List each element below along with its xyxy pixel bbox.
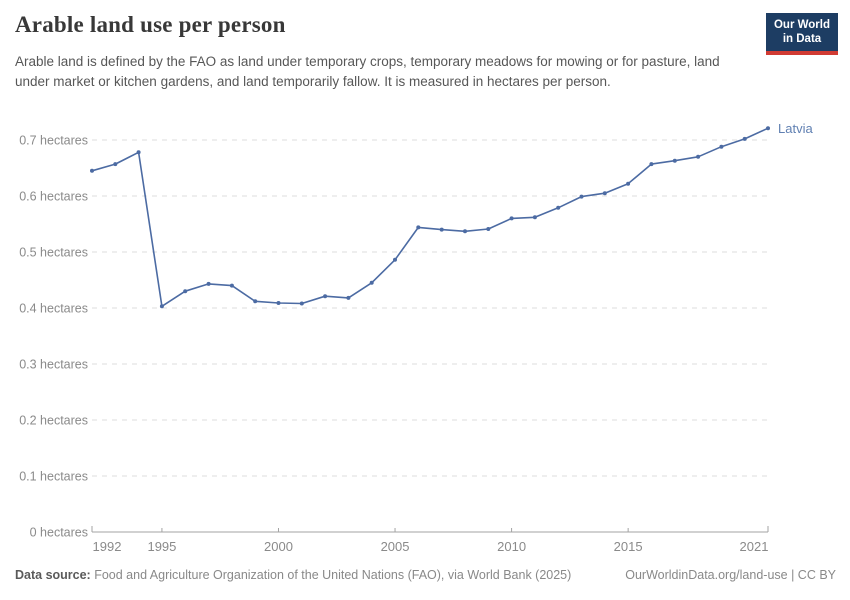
x-axis-tick-label: 1992: [93, 539, 122, 554]
data-point[interactable]: [323, 294, 328, 299]
data-point[interactable]: [346, 295, 351, 300]
data-point[interactable]: [113, 162, 118, 167]
owid-logo[interactable]: Our World in Data: [766, 13, 838, 55]
x-axis-tick-label: 2005: [381, 539, 410, 554]
data-point[interactable]: [556, 205, 561, 210]
data-point[interactable]: [509, 216, 514, 221]
y-axis-tick-label: 0.2 hectares: [19, 414, 88, 428]
data-point[interactable]: [486, 227, 491, 231]
data-point[interactable]: [90, 168, 94, 173]
owid-link[interactable]: OurWorldinData.org/land-use | CC BY: [625, 568, 836, 582]
x-axis-tick-label: 2000: [264, 539, 293, 554]
data-point[interactable]: [742, 136, 747, 141]
data-point[interactable]: [602, 191, 607, 196]
data-point[interactable]: [183, 289, 188, 294]
data-point[interactable]: [276, 301, 281, 305]
data-point[interactable]: [393, 257, 397, 262]
data-point[interactable]: [766, 126, 770, 131]
y-axis-tick-label: 0.1 hectares: [19, 470, 88, 484]
chart-subtitle: Arable land is defined by the FAO as lan…: [15, 54, 720, 89]
data-point[interactable]: [696, 154, 701, 159]
y-axis-tick-label: 0.6 hectares: [19, 190, 88, 204]
data-point[interactable]: [369, 280, 374, 285]
y-axis-tick-label: 0.7 hectares: [19, 134, 88, 148]
y-axis-tick-label: 0.5 hectares: [19, 246, 88, 260]
y-axis-tick-label: 0.4 hectares: [19, 302, 88, 316]
data-source-text: Food and Agriculture Organization of the…: [90, 568, 572, 582]
data-point[interactable]: [416, 225, 421, 230]
y-axis-tick-label: 0 hectares: [30, 526, 88, 540]
data-point[interactable]: [136, 150, 141, 155]
y-axis-tick-label: 0.3 hectares: [19, 358, 88, 372]
data-point[interactable]: [299, 301, 304, 306]
data-point[interactable]: [649, 162, 654, 167]
data-point[interactable]: [719, 144, 724, 149]
data-source-note: Data source: Food and Agriculture Organi…: [15, 568, 571, 582]
line-series-latvia[interactable]: [91, 127, 769, 308]
x-axis-tick-label: 2015: [614, 539, 643, 554]
data-point[interactable]: [229, 283, 234, 288]
data-source-label: Data source:: [15, 568, 91, 582]
owid-logo-line1: Our World: [773, 19, 830, 31]
data-point[interactable]: [439, 227, 444, 232]
data-point[interactable]: [672, 158, 677, 163]
data-point[interactable]: [159, 304, 164, 309]
x-axis-tick-label: 2021: [740, 539, 769, 554]
data-point[interactable]: [532, 215, 537, 220]
data-point[interactable]: [626, 181, 631, 186]
data-point[interactable]: [579, 194, 584, 199]
page-title: Arable land use per person: [15, 12, 286, 37]
data-point[interactable]: [463, 229, 467, 234]
data-point[interactable]: [206, 281, 211, 286]
owid-logo-line2: in Data: [782, 33, 822, 45]
x-axis-tick-label: 1995: [147, 539, 176, 554]
x-axis-tick-label: 2010: [497, 539, 526, 554]
series-label-latvia[interactable]: Latvia: [778, 121, 813, 136]
data-point[interactable]: [253, 299, 258, 304]
